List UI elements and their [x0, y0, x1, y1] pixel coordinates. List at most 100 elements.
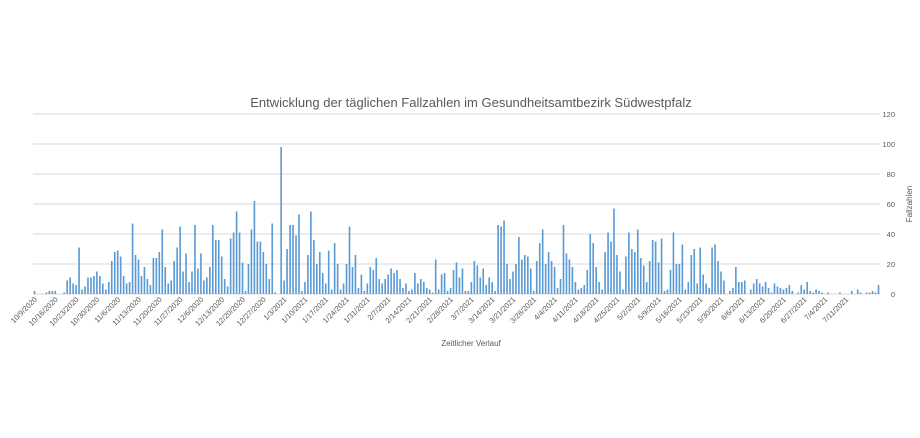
bar: [369, 267, 372, 294]
bar: [107, 282, 110, 294]
bar: [529, 268, 532, 294]
bar: [535, 261, 538, 294]
bar: [422, 282, 425, 294]
bar: [214, 240, 217, 294]
bar: [699, 247, 702, 294]
bar: [803, 289, 806, 294]
bar: [327, 250, 330, 294]
bar: [72, 283, 74, 294]
bar: [378, 279, 381, 294]
bar: [717, 261, 719, 294]
bar: [167, 283, 170, 294]
bar: [500, 226, 502, 294]
bar: [286, 249, 288, 294]
bar: [440, 274, 443, 294]
bar: [363, 291, 366, 294]
bar: [577, 289, 580, 294]
bar: [152, 258, 155, 294]
bar: [211, 225, 214, 294]
bar: [307, 255, 309, 294]
bar: [735, 267, 737, 294]
bar: [399, 279, 401, 294]
bar: [574, 282, 577, 294]
y-axis-label: Fallzahlen: [905, 186, 914, 222]
bar: [137, 259, 140, 294]
bar: [559, 279, 562, 294]
bar: [601, 289, 603, 294]
bar: [116, 250, 119, 294]
bar: [506, 264, 508, 294]
bar: [318, 252, 321, 294]
bar: [684, 289, 687, 294]
bar: [259, 241, 262, 294]
bar: [173, 261, 175, 294]
bar: [518, 237, 520, 294]
bar: [636, 229, 639, 294]
bar: [110, 261, 113, 294]
bar: [607, 232, 609, 294]
bar: [544, 264, 547, 294]
bar: [720, 271, 722, 294]
bar: [625, 256, 627, 294]
bar: [550, 261, 553, 294]
bar: [693, 249, 696, 294]
bar: [194, 225, 196, 294]
bar: [464, 291, 467, 294]
bar: [203, 280, 205, 294]
bar: [797, 292, 800, 294]
bar: [773, 283, 776, 294]
bar: [393, 273, 395, 294]
bar: [274, 292, 277, 294]
bar: [170, 280, 173, 294]
bar: [431, 292, 434, 294]
bar: [755, 279, 758, 294]
bar: [856, 289, 859, 294]
bar: [414, 273, 416, 294]
bar: [223, 279, 226, 294]
bar: [815, 289, 817, 294]
bar: [497, 225, 499, 294]
bar: [512, 271, 514, 294]
bar: [541, 229, 544, 294]
bar: [197, 268, 199, 294]
bar: [333, 243, 336, 294]
y-axis-ticks: 0 20 40 60 80 100 120: [882, 110, 895, 299]
bar: [660, 238, 663, 294]
bar: [865, 292, 868, 294]
bar: [785, 288, 788, 294]
bar: [449, 288, 452, 294]
bar: [859, 292, 862, 294]
bar: [850, 291, 853, 294]
bar: [675, 264, 678, 294]
bar: [247, 264, 250, 294]
chart-title: Entwicklung der täglichen Fallzahlen im …: [250, 95, 692, 110]
bar: [669, 270, 672, 294]
bar: [482, 268, 485, 294]
bar: [458, 277, 461, 294]
bar: [324, 283, 327, 294]
bar: [128, 282, 131, 294]
bar: [387, 274, 389, 294]
bar: [84, 286, 86, 294]
bar: [54, 291, 57, 294]
bar: [446, 291, 449, 294]
bar: [48, 291, 51, 294]
bar: [761, 286, 764, 294]
bar: [209, 267, 211, 294]
bar: [244, 291, 247, 294]
bar: [45, 292, 48, 294]
y-tick-label: 100: [882, 140, 895, 149]
bar: [571, 267, 574, 294]
bar: [345, 264, 348, 294]
bar: [191, 271, 193, 294]
bar: [839, 292, 841, 294]
bar: [75, 285, 77, 294]
bar: [366, 283, 369, 294]
bar: [164, 267, 167, 294]
bar: [452, 270, 455, 294]
bar: [491, 282, 493, 294]
bar: [140, 276, 143, 294]
bar: [738, 282, 740, 294]
bar: [657, 262, 660, 294]
bar: [158, 252, 161, 294]
